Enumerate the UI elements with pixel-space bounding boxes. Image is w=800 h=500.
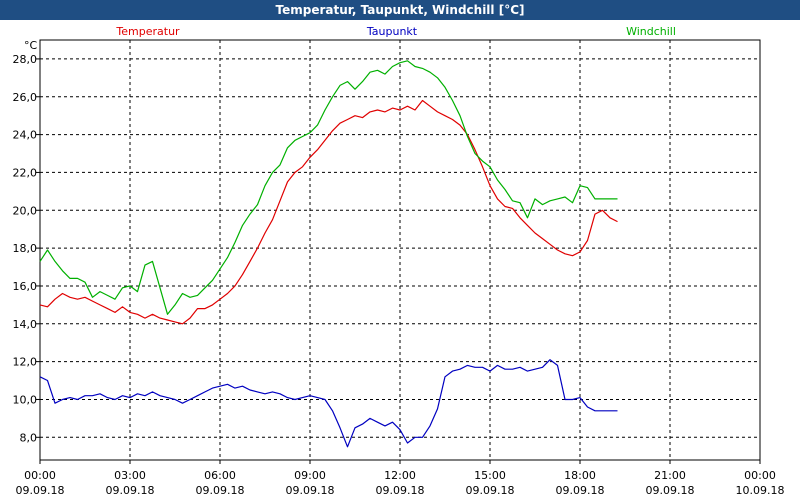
x-tick-date: 09.09.18	[106, 484, 155, 497]
x-tick-time: 12:00	[384, 469, 416, 482]
x-tick-date: 09.09.18	[466, 484, 515, 497]
y-tick-label: 12,0	[13, 356, 38, 369]
x-tick-date: 09.09.18	[556, 484, 605, 497]
chart-title: Temperatur, Taupunkt, Windchill [°C]	[0, 0, 800, 20]
series-line-taupunkt	[39, 359, 618, 448]
series-line-windchill	[39, 60, 618, 315]
y-tick-label: 26,0	[13, 91, 38, 104]
legend-temperatur: Temperatur	[115, 25, 180, 38]
x-tick-time: 00:00	[744, 469, 776, 482]
y-tick-label: 20,0	[13, 204, 38, 217]
x-tick-date: 09.09.18	[376, 484, 425, 497]
y-tick-label: 18,0	[13, 242, 38, 255]
x-tick-time: 09:00	[294, 469, 326, 482]
x-tick-time: 21:00	[654, 469, 686, 482]
x-tick-date: 09.09.18	[646, 484, 695, 497]
x-tick-date: 10.09.18	[736, 484, 785, 497]
x-tick-time: 00:00	[24, 469, 56, 482]
legend-taupunkt: Taupunkt	[366, 25, 418, 38]
y-tick-label: 22,0	[13, 166, 38, 179]
x-tick-date: 09.09.18	[16, 484, 65, 497]
y-unit-label: °C	[24, 39, 38, 52]
x-tick-time: 06:00	[204, 469, 236, 482]
x-tick-date: 09.09.18	[196, 484, 245, 497]
legend-windchill: Windchill	[626, 25, 676, 38]
y-tick-label: 8,0	[20, 431, 38, 444]
x-tick-time: 03:00	[114, 469, 146, 482]
y-tick-label: 28,0	[13, 53, 38, 66]
x-tick-time: 18:00	[564, 469, 596, 482]
y-tick-label: 14,0	[13, 318, 38, 331]
y-tick-label: 24,0	[13, 129, 38, 142]
series-line-temperatur	[39, 99, 618, 325]
x-tick-date: 09.09.18	[286, 484, 335, 497]
x-tick-time: 15:00	[474, 469, 506, 482]
y-tick-label: 10,0	[13, 393, 38, 406]
y-tick-label: 16,0	[13, 280, 38, 293]
